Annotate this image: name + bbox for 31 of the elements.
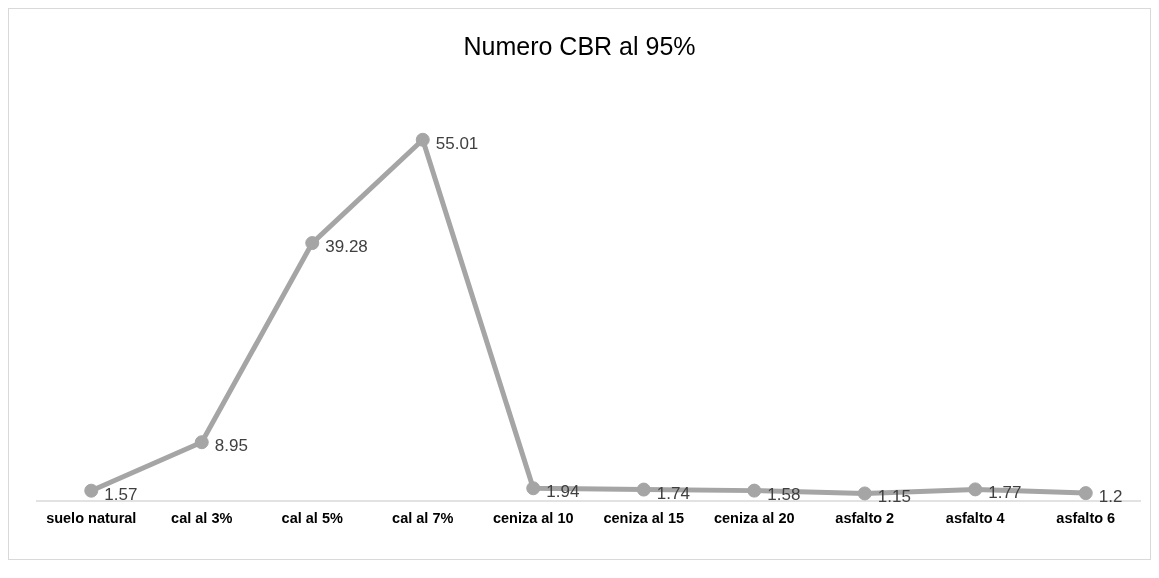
point: [194, 435, 209, 450]
x-tick-label: suelo natural: [46, 510, 137, 526]
data-label: 1.57: [104, 484, 138, 504]
point: [526, 481, 541, 496]
point: [415, 132, 430, 147]
data-label: 1.2: [1098, 487, 1123, 507]
point: [1078, 486, 1093, 501]
data-label: 1.58: [767, 484, 801, 504]
data-label: 8.95: [214, 436, 248, 456]
x-tick-label: cal al 5%: [281, 510, 343, 526]
x-tick-label: ceniza al 15: [603, 510, 685, 526]
point: [747, 483, 762, 498]
x-tick-label: cal al 7%: [392, 510, 454, 526]
x-tick-label: asfalto 2: [835, 510, 895, 526]
chart-title: Numero CBR al 95%: [462, 31, 697, 62]
data-label: 1.74: [656, 483, 690, 503]
x-tick-label: cal al 3%: [171, 510, 233, 526]
point: [636, 482, 651, 497]
x-tick-label: ceniza al 10: [492, 510, 574, 526]
point: [968, 482, 983, 497]
data-label: 1.15: [877, 487, 911, 507]
point: [84, 483, 99, 498]
x-tick-label: ceniza al 20: [713, 510, 795, 526]
data-label: 1.77: [988, 483, 1022, 503]
data-label: 1.94: [546, 482, 580, 502]
x-tick-label: asfalto 4: [945, 510, 1005, 526]
data-label: 39.28: [325, 237, 368, 257]
point: [857, 486, 872, 501]
point: [305, 236, 320, 251]
x-tick-label: asfalto 6: [1056, 510, 1116, 526]
data-label: 55.01: [435, 133, 479, 153]
